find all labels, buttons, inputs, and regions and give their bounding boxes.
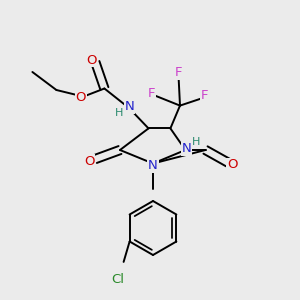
Text: O: O	[227, 158, 238, 172]
Text: N: N	[182, 142, 191, 155]
Text: O: O	[86, 53, 97, 67]
Text: H: H	[192, 136, 201, 147]
Text: O: O	[76, 91, 86, 104]
Text: O: O	[84, 155, 95, 168]
Text: Cl: Cl	[111, 273, 124, 286]
Text: N: N	[148, 159, 158, 172]
Text: N: N	[125, 100, 134, 113]
Text: H: H	[115, 108, 124, 118]
Text: F: F	[175, 66, 182, 79]
Text: F: F	[201, 89, 208, 103]
Text: F: F	[148, 86, 155, 100]
